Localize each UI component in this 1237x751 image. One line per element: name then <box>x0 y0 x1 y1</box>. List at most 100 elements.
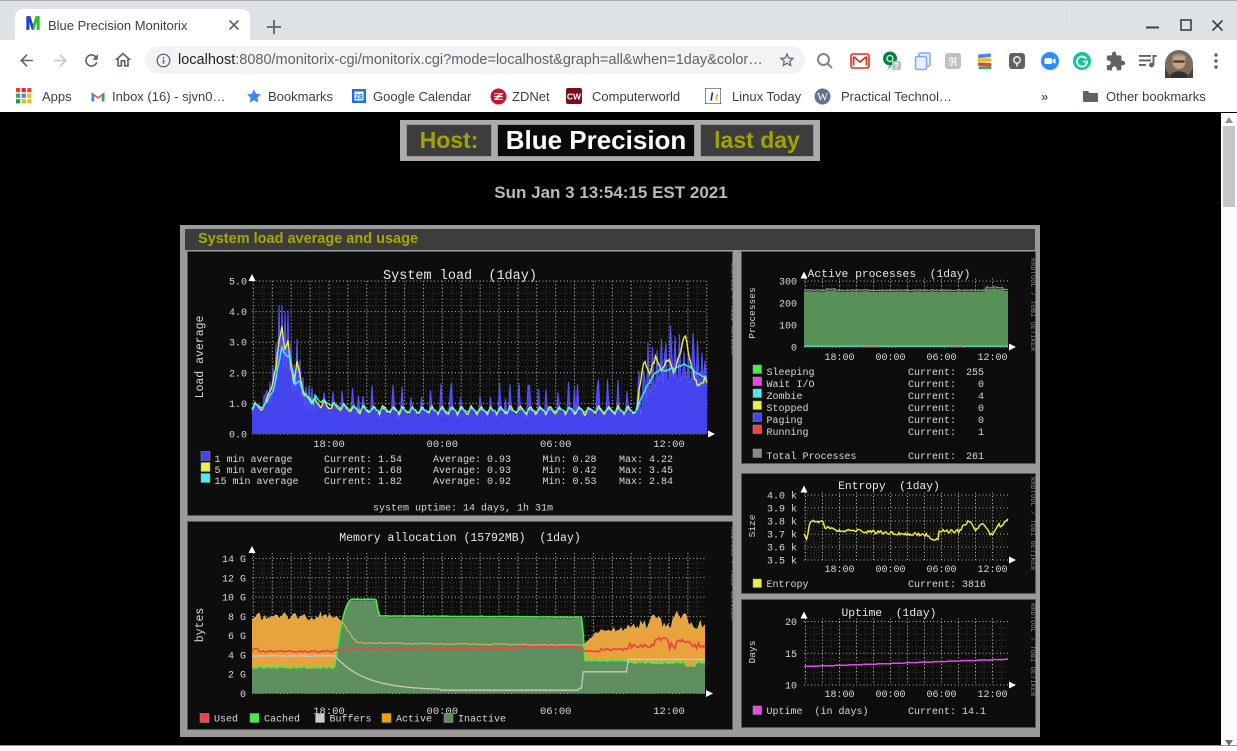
svg-text:Active: Active <box>396 714 432 726</box>
svg-text:0: 0 <box>978 416 984 427</box>
svg-text:0: 0 <box>791 344 797 355</box>
svg-text:06:00: 06:00 <box>926 565 956 576</box>
svg-text:3.5 k: 3.5 k <box>767 556 797 568</box>
svg-text:Stopped: Stopped <box>767 403 809 415</box>
svg-text:3.6 k: 3.6 k <box>767 543 797 555</box>
svg-text:4 G: 4 G <box>228 651 246 662</box>
svg-text:06:00: 06:00 <box>926 690 956 701</box>
svg-text:Min: 0.42: Min: 0.42 <box>543 465 597 477</box>
svg-text:06:00: 06:00 <box>926 353 956 364</box>
svg-text:4.0: 4.0 <box>229 308 247 319</box>
svg-text:W: W <box>817 91 828 104</box>
svg-text:2 G: 2 G <box>228 671 246 682</box>
svg-text:00:00: 00:00 <box>875 565 905 576</box>
svg-text:ℜ: ℜ <box>949 57 959 69</box>
svg-text:18:00: 18:00 <box>824 690 854 701</box>
svg-text:l: l <box>710 90 714 104</box>
svg-text:200: 200 <box>779 300 797 311</box>
svg-text:Paging: Paging <box>767 415 803 427</box>
svg-text:Current:: Current: <box>908 428 956 439</box>
svg-text:Min: 0.53: Min: 0.53 <box>543 476 597 488</box>
svg-text:06:00: 06:00 <box>540 706 572 718</box>
svg-text:Uptime (in days): Uptime (in days) <box>767 706 869 718</box>
svg-text:?: ? <box>894 61 899 70</box>
svg-text:Current: 3816: Current: 3816 <box>908 580 986 591</box>
svg-text:Size: Size <box>747 514 758 537</box>
svg-text:12:00: 12:00 <box>653 439 685 451</box>
svg-text:5.0: 5.0 <box>229 278 247 289</box>
svg-text:12:00: 12:00 <box>977 690 1007 701</box>
svg-text:Average: 0.93: Average: 0.93 <box>433 455 511 466</box>
svg-text:Running: Running <box>767 427 809 439</box>
svg-text:t: t <box>715 90 719 104</box>
svg-text:12:00: 12:00 <box>977 565 1007 576</box>
svg-text:System load (1day): System load (1day) <box>383 269 537 284</box>
svg-text:Max: 2.84: Max: 2.84 <box>619 477 673 488</box>
svg-text:Current:: Current: <box>908 416 956 427</box>
svg-text:255: 255 <box>966 368 984 379</box>
svg-text:0: 0 <box>978 380 984 391</box>
svg-text:RRDTOOL / TOBI OETIKER: RRDTOOL / TOBI OETIKER <box>729 527 736 621</box>
svg-text:3.0: 3.0 <box>229 339 247 350</box>
svg-text:RRDTOOL / TOBI OETIKER: RRDTOOL / TOBI OETIKER <box>1029 603 1036 697</box>
svg-text:Buffers: Buffers <box>330 714 372 726</box>
svg-text:CW: CW <box>567 92 582 102</box>
svg-text:Current: 1.82: Current: 1.82 <box>324 477 402 488</box>
svg-text:Inactive: Inactive <box>458 714 506 726</box>
svg-text:4.0 k: 4.0 k <box>767 491 797 503</box>
svg-text:14 G: 14 G <box>222 555 246 566</box>
svg-text:Average: 0.93: Average: 0.93 <box>433 466 511 477</box>
svg-text:Cached: Cached <box>264 714 300 726</box>
svg-text:Current: 14.1: Current: 14.1 <box>908 707 986 718</box>
svg-text:1.0: 1.0 <box>229 400 247 411</box>
svg-text:2.0: 2.0 <box>229 369 247 380</box>
svg-text:5 min average: 5 min average <box>215 465 293 477</box>
svg-text:18:00: 18:00 <box>824 353 854 364</box>
svg-text:Current:: Current: <box>908 380 956 391</box>
svg-text:3.7 k: 3.7 k <box>767 530 797 542</box>
svg-text:Entropy (1day): Entropy (1day) <box>838 481 940 493</box>
svg-text:Current: 1.68: Current: 1.68 <box>324 466 402 477</box>
svg-text:00:00: 00:00 <box>427 439 459 451</box>
svg-text:100: 100 <box>779 322 797 333</box>
svg-text:1 min average: 1 min average <box>215 454 293 466</box>
svg-text:18:00: 18:00 <box>824 565 854 576</box>
svg-text:Current: 1.54: Current: 1.54 <box>324 455 402 466</box>
svg-text:00:00: 00:00 <box>875 690 905 701</box>
svg-text:261: 261 <box>966 452 984 463</box>
svg-text:Used: Used <box>214 714 238 726</box>
svg-text:15 min average: 15 min average <box>215 476 299 488</box>
svg-text:12 G: 12 G <box>222 574 246 585</box>
svg-text:Load average: Load average <box>194 316 207 399</box>
svg-text:3.9 k: 3.9 k <box>767 504 797 516</box>
svg-text:Min: 0.28: Min: 0.28 <box>543 454 597 466</box>
svg-text:Days: Days <box>747 641 758 664</box>
svg-text:18:00: 18:00 <box>313 439 345 451</box>
svg-text:12:00: 12:00 <box>977 353 1007 364</box>
svg-text:Current:: Current: <box>908 392 956 403</box>
svg-text:15: 15 <box>785 650 797 661</box>
svg-text:M: M <box>26 14 41 32</box>
svg-text:00:00: 00:00 <box>875 353 905 364</box>
svg-text:RRDTOOL / TOBI OETIKER: RRDTOOL / TOBI OETIKER <box>1029 477 1036 571</box>
svg-text:06:00: 06:00 <box>540 439 572 451</box>
svg-text:RRDTOOL / TOBI OETIKER: RRDTOOL / TOBI OETIKER <box>729 262 736 356</box>
svg-text:10 G: 10 G <box>222 594 246 605</box>
svg-text:RRDTOOL / TOBI OETIKER: RRDTOOL / TOBI OETIKER <box>1029 258 1036 352</box>
svg-text:Memory allocation (15792MB) (: Memory allocation (15792MB) (1day) <box>339 532 581 545</box>
svg-text:Max: 4.22: Max: 4.22 <box>619 455 673 466</box>
svg-text:Average: 0.92: Average: 0.92 <box>433 477 511 488</box>
svg-text:Current:: Current: <box>908 368 956 379</box>
svg-text:8 G: 8 G <box>228 613 246 624</box>
svg-text:4: 4 <box>978 392 984 403</box>
svg-text:Current:: Current: <box>908 452 956 463</box>
svg-text:Processes: Processes <box>747 287 758 338</box>
svg-text:Uptime (1day): Uptime (1day) <box>842 608 937 620</box>
svg-text:Total Processes: Total Processes <box>767 451 857 463</box>
svg-text:Wait I/O: Wait I/O <box>767 379 815 391</box>
svg-text:Active processes (1day): Active processes (1day) <box>808 269 971 281</box>
svg-text:20: 20 <box>785 618 797 629</box>
svg-text:Sleeping: Sleeping <box>767 367 815 379</box>
svg-text:0: 0 <box>978 404 984 415</box>
svg-text:0.0: 0.0 <box>229 431 247 442</box>
